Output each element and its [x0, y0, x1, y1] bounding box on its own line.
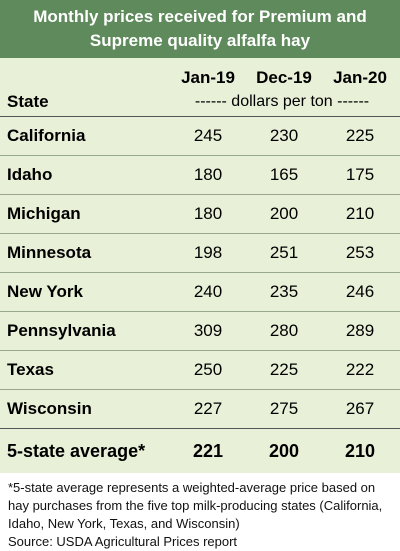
average-cell: 200	[268, 440, 300, 461]
price-cell: 198	[193, 243, 223, 262]
table-row: Texas 250 225 222	[0, 351, 400, 390]
price-cell: 245	[193, 126, 223, 145]
state-name: Wisconsin	[7, 399, 92, 418]
price-cell: 180	[193, 165, 223, 184]
price-cell: 253	[345, 243, 375, 262]
price-cell: 180	[193, 204, 223, 223]
state-name: Texas	[7, 360, 54, 379]
price-cell: 200	[269, 204, 299, 223]
price-cell: 225	[345, 126, 375, 145]
price-cell: 235	[269, 282, 299, 301]
table-row: Idaho 180 165 175	[0, 156, 400, 195]
average-label: 5-state average*	[7, 440, 146, 461]
units-header-row: State ------ dollars per ton ------	[0, 88, 400, 117]
price-cell: 210	[345, 204, 375, 223]
price-cell: 309	[193, 321, 223, 340]
table-row: Minnesota 198 251 253	[0, 234, 400, 273]
table-row: California 245 230 225	[0, 117, 400, 156]
state-name: Minnesota	[7, 243, 92, 262]
price-cell: 225	[269, 360, 299, 379]
column-header-row: Jan-19 Dec-19 Jan-20	[0, 58, 400, 88]
table-title: Monthly prices received for Premium and …	[0, 0, 400, 58]
price-cell: 289	[345, 321, 375, 340]
table-row: New York 240 235 246	[0, 273, 400, 312]
price-cell: 251	[269, 243, 299, 262]
column-header: Jan-19	[181, 68, 235, 87]
units-label: ------ dollars per ton ------	[194, 93, 370, 110]
price-table: Jan-19 Dec-19 Jan-20 State ------ dollar…	[0, 58, 400, 473]
table-row: Michigan 180 200 210	[0, 195, 400, 234]
state-name: Idaho	[7, 165, 53, 184]
price-cell: 246	[345, 282, 375, 301]
source-note: Source: USDA Agricultural Prices report	[8, 534, 238, 549]
column-header: Dec-19	[256, 68, 312, 87]
average-cell: 210	[344, 440, 376, 461]
price-cell: 240	[193, 282, 223, 301]
table-row: Pennsylvania 309 280 289	[0, 312, 400, 351]
table-row: Wisconsin 227 275 267	[0, 390, 400, 428]
price-cell: 222	[345, 360, 375, 379]
footnote-block: *5-state average represents a weighted-a…	[0, 473, 400, 551]
footnote-text: *5-state average represents a weighted-a…	[8, 480, 383, 531]
price-cell: 165	[269, 165, 299, 184]
price-cell: 275	[269, 399, 299, 418]
state-name: California	[7, 126, 86, 145]
state-name: New York	[7, 282, 83, 301]
state-header: State	[7, 92, 49, 111]
price-cell: 227	[193, 399, 223, 418]
average-row: 5-state average* 221 200 210	[0, 428, 400, 473]
column-header: Jan-20	[333, 68, 387, 87]
state-name: Michigan	[7, 204, 81, 223]
average-cell: 221	[192, 440, 224, 461]
price-cell: 250	[193, 360, 223, 379]
price-cell: 267	[345, 399, 375, 418]
price-cell: 230	[269, 126, 299, 145]
price-cell: 175	[345, 165, 375, 184]
price-cell: 280	[269, 321, 299, 340]
state-name: Pennsylvania	[7, 321, 116, 340]
